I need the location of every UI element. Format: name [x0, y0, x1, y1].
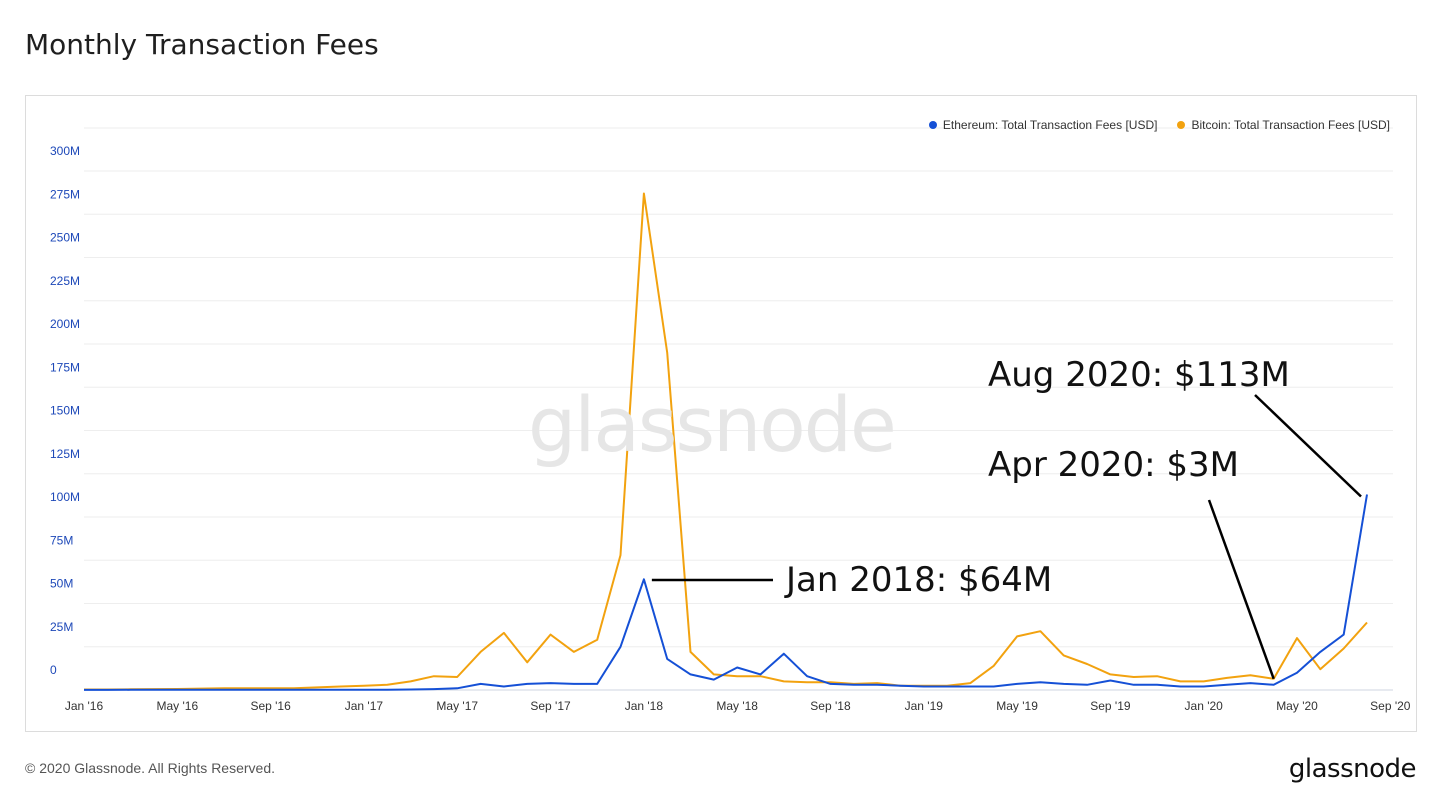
y-tick-label: 175M: [50, 360, 80, 374]
legend-label-bitcoin: Bitcoin: Total Transaction Fees [USD]: [1191, 118, 1390, 132]
y-tick-label: 200M: [50, 317, 80, 331]
annotation-aug-2020: Aug 2020: $113M: [988, 355, 1290, 395]
legend-item-ethereum[interactable]: Ethereum: Total Transaction Fees [USD]: [928, 118, 1158, 132]
legend-item-bitcoin[interactable]: Bitcoin: Total Transaction Fees [USD]: [1177, 118, 1390, 132]
x-tick-label: May '16: [156, 699, 198, 713]
page-title: Monthly Transaction Fees: [25, 28, 379, 61]
annotation-apr-2020: Apr 2020: $3M: [988, 445, 1240, 485]
x-tick-label: Jan '16: [65, 699, 104, 713]
x-tick-label: May '17: [436, 699, 478, 713]
bitcoin-legend-dot: [1177, 121, 1186, 129]
ethereum-legend-dot: [928, 121, 937, 129]
annotation-line-apr-2020: [1207, 499, 1275, 680]
x-tick-label: Jan '20: [1185, 699, 1224, 713]
annotation-line-aug-2020: [1254, 394, 1362, 498]
x-tick-label: Sep '19: [1090, 699, 1131, 713]
y-tick-label: 25M: [50, 620, 73, 634]
x-tick-label: May '19: [996, 699, 1038, 713]
x-tick-label: Sep '18: [810, 699, 851, 713]
series-line-bitcoin: [84, 192, 1368, 691]
y-tick-label: 150M: [50, 404, 80, 418]
chart-frame: [25, 95, 1417, 732]
y-tick-label: 250M: [50, 231, 80, 245]
y-tick-label: 125M: [50, 447, 80, 461]
x-tick-label: Jan '19: [905, 699, 944, 713]
copyright-text: © 2020 Glassnode. All Rights Reserved.: [25, 760, 276, 776]
x-tick-label: May '18: [716, 699, 758, 713]
x-tick-label: Jan '17: [345, 699, 384, 713]
y-tick-label: 275M: [50, 187, 80, 201]
legend-label-ethereum: Ethereum: Total Transaction Fees [USD]: [942, 118, 1158, 132]
y-tick-label: 50M: [50, 577, 73, 591]
y-tick-label: 0: [50, 663, 57, 677]
y-tick-label: 100M: [50, 490, 80, 504]
y-tick-label: 300M: [50, 144, 80, 158]
glassnode-logo[interactable]: glassnode: [1288, 754, 1417, 784]
x-tick-label: Sep '20: [1370, 699, 1411, 713]
y-tick-label: 225M: [50, 274, 80, 288]
x-tick-label: Sep '17: [530, 699, 571, 713]
legend: Ethereum: Total Transaction Fees [USD] B…: [928, 118, 1390, 132]
annotation-jan-2018: Jan 2018: $64M: [786, 560, 1053, 600]
y-tick-label: 75M: [50, 533, 73, 547]
series-line-ethereum: [84, 494, 1368, 691]
x-tick-label: Sep '16: [250, 699, 291, 713]
x-tick-label: Jan '18: [625, 699, 664, 713]
x-tick-label: May '20: [1276, 699, 1318, 713]
